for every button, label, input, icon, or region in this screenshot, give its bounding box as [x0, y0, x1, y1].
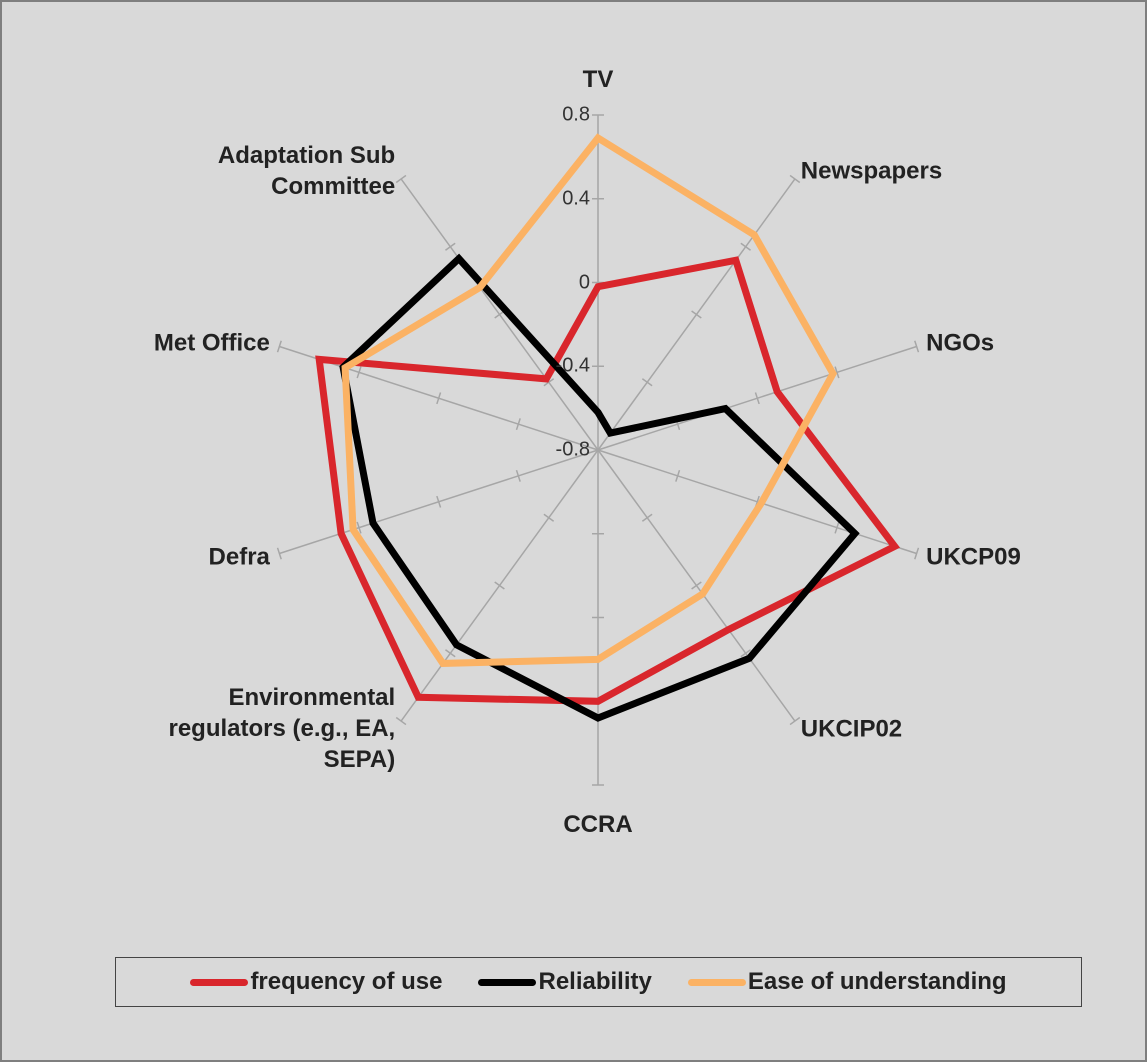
legend-swatch — [687, 978, 746, 986]
tick-mark — [641, 378, 653, 387]
tick-mark — [675, 469, 681, 482]
category-label: UKCP09 — [926, 543, 1021, 571]
tick-mark — [691, 581, 702, 590]
tick-mark — [543, 513, 555, 522]
tick-label: 0.4 — [562, 187, 590, 210]
series-line — [339, 253, 860, 722]
tick-mark — [834, 366, 840, 379]
tick-mark — [834, 521, 840, 534]
tick-mark — [789, 716, 801, 726]
tick-mark — [914, 547, 920, 560]
legend-entry: Reliability — [478, 968, 652, 996]
tick-mark — [740, 242, 751, 251]
category-label: Met Office — [153, 329, 270, 357]
category-label: NGOs — [926, 329, 995, 357]
tick-mark — [445, 242, 456, 251]
tick-mark — [515, 418, 521, 431]
legend-swatch — [478, 978, 537, 986]
tick-mark — [436, 392, 442, 405]
tick-label: 0.8 — [562, 103, 590, 126]
tick-mark — [356, 366, 362, 379]
tick-mark — [276, 340, 282, 353]
tick-mark — [515, 469, 521, 482]
tick-mark — [445, 649, 456, 658]
series-line — [315, 256, 901, 705]
legend: frequency of use Reliability Ease of under… — [115, 957, 1082, 1007]
tick-mark — [543, 378, 555, 387]
legend-label: Ease of understanding — [747, 968, 1007, 995]
tick-mark — [395, 174, 407, 184]
legend-label: Reliability — [538, 968, 652, 995]
tick-mark — [641, 513, 653, 522]
tick-mark — [395, 716, 407, 726]
tick-mark — [691, 310, 702, 319]
tick-mark — [914, 340, 920, 353]
tick-mark — [789, 174, 801, 184]
category-label: TV — [582, 65, 614, 93]
legend-entry: frequency of use — [190, 968, 442, 996]
tick-mark — [356, 521, 362, 534]
category-label: Defra — [208, 543, 270, 571]
tick-label: -0.8 — [555, 438, 590, 461]
legend-swatch — [190, 978, 249, 986]
category-label: Newspapers — [800, 157, 943, 185]
category-label: UKCIP02 — [800, 715, 903, 743]
legend-label: frequency of use — [250, 968, 443, 995]
tick-label: -0.4 — [555, 354, 590, 377]
legend-entry: Ease of understanding — [687, 968, 1007, 996]
category-label: Adaptation Sub Committee — [217, 141, 396, 200]
tick-mark — [276, 547, 282, 560]
category-label: Environmental regulators (e.g., EA, SEPA… — [168, 684, 396, 774]
tick-mark — [754, 392, 760, 405]
tick-mark — [740, 649, 751, 658]
category-label: CCRA — [563, 811, 633, 838]
series-line — [341, 133, 838, 667]
tick-label: 0 — [578, 271, 590, 293]
tick-mark — [494, 581, 505, 590]
tick-mark — [436, 495, 442, 508]
